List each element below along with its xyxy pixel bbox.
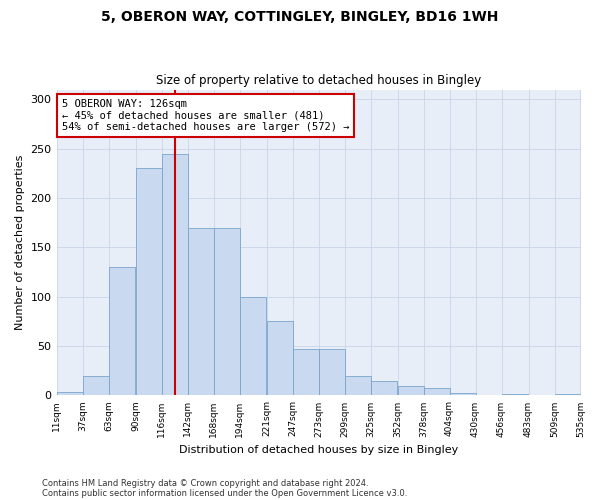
Bar [214, 228, 239, 396]
Text: Contains public sector information licensed under the Open Government Licence v3: Contains public sector information licen… [42, 488, 407, 498]
Bar [239, 297, 266, 396]
Bar [136, 168, 161, 396]
Bar [266, 322, 293, 396]
Bar [424, 388, 449, 396]
Bar [398, 386, 424, 396]
Bar [56, 392, 83, 396]
Title: Size of property relative to detached houses in Bingley: Size of property relative to detached ho… [156, 74, 481, 87]
X-axis label: Distribution of detached houses by size in Bingley: Distribution of detached houses by size … [179, 445, 458, 455]
Bar [188, 228, 214, 396]
Bar [293, 349, 319, 396]
Bar [161, 154, 188, 396]
Text: 5 OBERON WAY: 126sqm
← 45% of detached houses are smaller (481)
54% of semi-deta: 5 OBERON WAY: 126sqm ← 45% of detached h… [62, 98, 349, 132]
Y-axis label: Number of detached properties: Number of detached properties [15, 155, 25, 330]
Bar [371, 380, 397, 396]
Bar [109, 267, 134, 396]
Bar [344, 376, 371, 396]
Bar [554, 394, 580, 396]
Bar [319, 349, 344, 396]
Bar [502, 394, 527, 396]
Text: 5, OBERON WAY, COTTINGLEY, BINGLEY, BD16 1WH: 5, OBERON WAY, COTTINGLEY, BINGLEY, BD16… [101, 10, 499, 24]
Text: Contains HM Land Registry data © Crown copyright and database right 2024.: Contains HM Land Registry data © Crown c… [42, 478, 368, 488]
Bar [83, 376, 109, 396]
Bar [449, 394, 476, 396]
